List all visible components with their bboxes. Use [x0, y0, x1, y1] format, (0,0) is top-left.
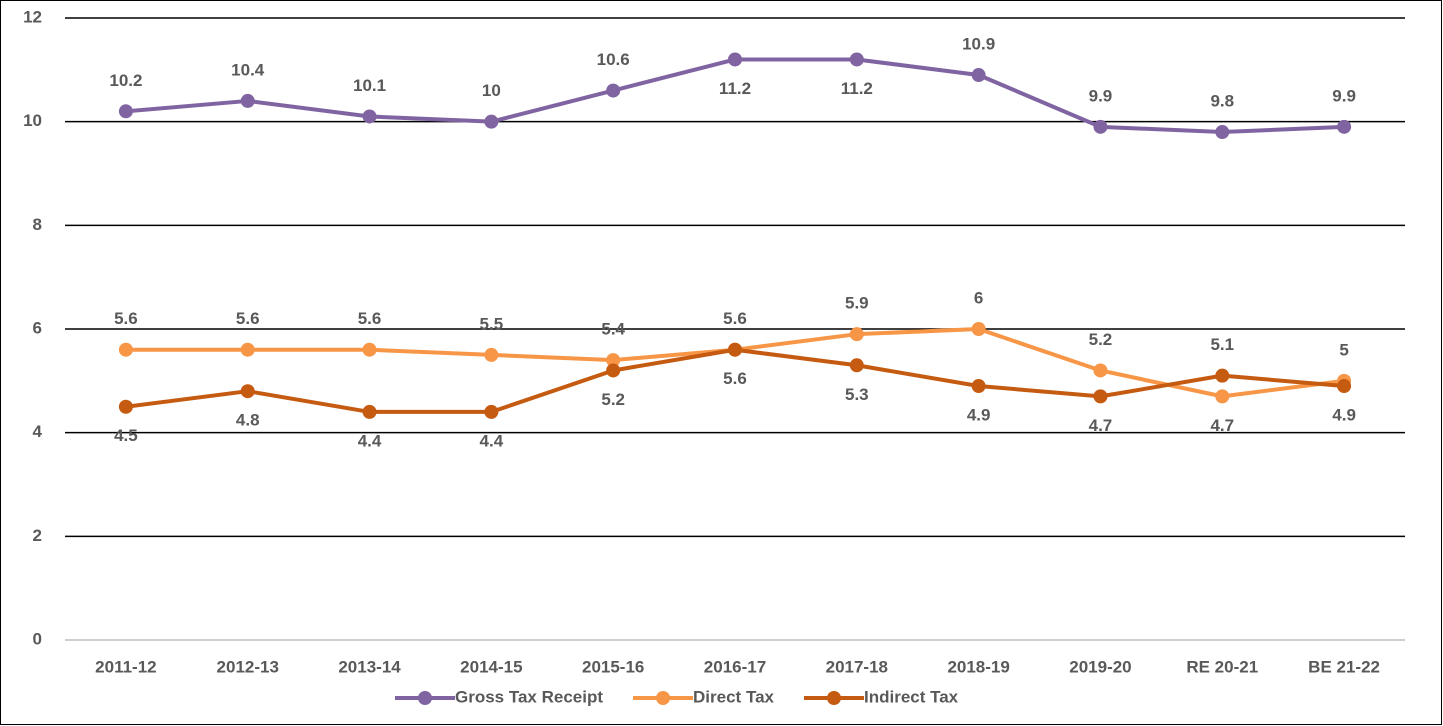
data-point — [362, 342, 377, 357]
data-label: 10.1 — [353, 76, 386, 95]
data-point — [1215, 389, 1230, 404]
legend-label: Gross Tax Receipt — [455, 687, 603, 706]
data-label: 5.3 — [845, 385, 869, 404]
x-tick-label: 2017-18 — [826, 657, 888, 676]
x-tick-label: 2014-15 — [460, 657, 522, 676]
y-tick-label: 2 — [33, 526, 42, 545]
data-label: 11.2 — [841, 79, 873, 98]
data-label: 10.2 — [109, 71, 142, 90]
data-label: 4.8 — [236, 411, 260, 430]
y-tick-label: 4 — [33, 422, 43, 441]
data-point — [362, 109, 377, 124]
y-tick-label: 8 — [33, 215, 42, 234]
data-label: 5.6 — [114, 309, 138, 328]
data-label: 5 — [1339, 340, 1348, 359]
data-point — [240, 342, 255, 357]
data-point — [1215, 125, 1230, 140]
y-tick-label: 6 — [33, 318, 42, 337]
data-label: 4.5 — [114, 426, 138, 445]
data-point — [1093, 389, 1108, 404]
x-tick-label: 2013-14 — [338, 657, 401, 676]
x-tick-label: 2012-13 — [217, 657, 279, 676]
x-tick-label: 2018-19 — [947, 657, 1009, 676]
data-point — [1093, 119, 1108, 134]
data-label: 5.9 — [845, 294, 869, 313]
data-label: 4.4 — [358, 431, 382, 450]
data-point — [118, 104, 133, 119]
data-label: 9.9 — [1332, 86, 1356, 105]
y-tick-label: 0 — [33, 629, 42, 648]
data-point — [1215, 368, 1230, 383]
data-point — [484, 347, 499, 362]
data-label: 4.7 — [1210, 416, 1234, 435]
x-tick-label: 2015-16 — [582, 657, 644, 676]
data-label: 11.2 — [719, 79, 751, 98]
x-tick-label: RE 20-21 — [1186, 657, 1258, 676]
data-label: 10.9 — [962, 35, 995, 54]
data-label: 5.2 — [1089, 330, 1113, 349]
x-tick-label: 2019-20 — [1069, 657, 1131, 676]
data-label: 4.4 — [480, 431, 504, 450]
x-tick-label: 2011-12 — [95, 657, 156, 676]
data-label: 4.7 — [1089, 416, 1113, 435]
data-point — [849, 52, 864, 67]
y-tick-label: 12 — [23, 7, 42, 26]
legend-label: Direct Tax — [693, 687, 774, 706]
x-tick-label: 2016-17 — [704, 657, 766, 676]
data-point — [606, 363, 621, 378]
data-label: 5.6 — [723, 369, 747, 388]
data-label: 4.9 — [967, 406, 991, 425]
data-label: 10.6 — [597, 50, 630, 69]
y-tick-label: 10 — [23, 111, 42, 130]
data-label: 9.8 — [1210, 92, 1234, 111]
data-label: 5.2 — [601, 390, 625, 409]
data-point — [362, 404, 377, 419]
data-label: 5.5 — [480, 314, 504, 333]
data-label: 10.4 — [231, 60, 265, 79]
data-point — [484, 114, 499, 129]
data-point — [118, 342, 133, 357]
data-label: 4.9 — [1332, 406, 1356, 425]
data-point — [849, 358, 864, 373]
data-point — [971, 322, 986, 336]
data-label: 5.4 — [601, 320, 625, 339]
data-point — [606, 353, 621, 368]
data-point — [240, 384, 255, 399]
data-point — [1337, 379, 1352, 394]
data-label: 9.9 — [1089, 86, 1113, 105]
data-point — [728, 52, 742, 67]
data-label: 5.6 — [358, 309, 382, 328]
data-label: 5.1 — [1210, 335, 1234, 354]
data-point — [1093, 363, 1108, 378]
legend-marker — [826, 691, 841, 705]
data-point — [849, 327, 864, 342]
data-point — [240, 93, 255, 108]
legend-marker — [418, 691, 432, 705]
data-point — [484, 404, 499, 419]
data-point — [606, 83, 621, 98]
x-tick-label: BE 21-22 — [1308, 657, 1380, 676]
data-point — [1337, 119, 1352, 134]
legend-label: Indirect Tax — [864, 687, 959, 706]
data-point — [728, 342, 742, 357]
data-label: 5.6 — [236, 309, 260, 328]
data-point — [118, 399, 133, 414]
data-label: 6 — [974, 288, 983, 307]
data-point — [971, 68, 986, 83]
data-label: 10 — [482, 81, 501, 100]
data-label: 5.6 — [723, 309, 747, 328]
legend-marker — [656, 691, 671, 705]
data-point — [971, 379, 986, 394]
